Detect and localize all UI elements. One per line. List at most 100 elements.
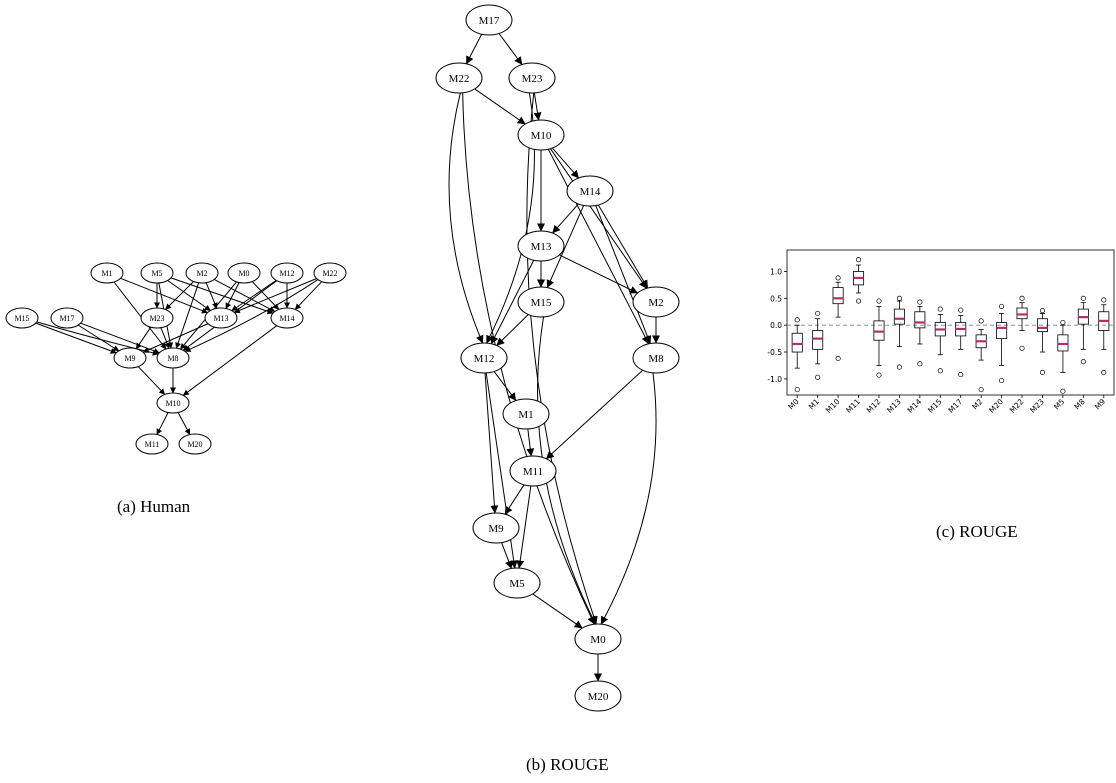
outlier-M12 — [876, 372, 882, 378]
rouge-edge-M5-M0 — [532, 593, 583, 629]
plot-frame — [786, 249, 1115, 396]
outlier-M23 — [1039, 369, 1046, 375]
rouge-edge-M8-M11 — [545, 369, 644, 460]
outlier-M12 — [876, 298, 882, 304]
rouge-edge-M13-M2 — [559, 254, 639, 294]
human-node-M22: M22 — [313, 262, 347, 284]
rouge-edge-M14-M2 — [597, 204, 649, 289]
rouge-node-label: M8 — [648, 353, 664, 365]
x-tick-label-M20: M20 — [987, 397, 1005, 415]
outlier-M1 — [815, 374, 821, 380]
rouge-edge-M10-M8 — [547, 148, 650, 345]
rouge-node-label: M11 — [523, 466, 543, 478]
outlier-M22 — [1019, 295, 1025, 301]
rouge-node-M14: M14 — [566, 175, 614, 207]
rouge-node-label: M9 — [488, 523, 504, 535]
rouge-edge-M23-M10 — [533, 92, 542, 121]
outlier-M23 — [1039, 308, 1046, 314]
human-node-label: M14 — [279, 314, 294, 323]
rouge-node-M23: M23 — [508, 62, 556, 94]
human-edge-M22-M8 — [184, 279, 319, 352]
outlier-M2 — [978, 387, 984, 393]
human-node-M11: M11 — [135, 433, 169, 455]
human-graph: M1 M5 M2 M0 M12 M22 M15 M17 M23 M13 M14 M9 M8 M10 M11 M… — [5, 262, 347, 455]
human-node-label: M15 — [14, 314, 29, 323]
rouge-edge-M8-M0 — [600, 372, 657, 625]
outlier-M11 — [855, 257, 862, 263]
rouge-edge-M17-M23 — [498, 33, 523, 65]
caption-c: (c) ROUGE — [936, 522, 1018, 541]
human-edge-M1-M13 — [120, 277, 208, 314]
human-node-M14: M14 — [270, 307, 304, 329]
x-tick-label-M15: M15 — [926, 397, 944, 415]
rouge-node-M12: M12 — [460, 342, 508, 374]
human-edge-M2-M13 — [205, 282, 218, 309]
human-node-label: M0 — [238, 269, 249, 278]
outlier-M9 — [1101, 297, 1107, 303]
human-node-label: M1 — [101, 269, 112, 278]
outlier-M9 — [1101, 369, 1107, 375]
rouge-node-label: M23 — [522, 73, 543, 85]
x-tick-label-M12: M12 — [865, 397, 883, 415]
human-node-label: M8 — [167, 354, 178, 363]
outlier-M0 — [794, 317, 800, 323]
rouge-node-M17: M17 — [465, 4, 513, 36]
rouge-boxplot: 1.00.50.0-0.5-1.0M0 M1 M10 M11 M12 M13 M14 M15 M… — [767, 249, 1115, 415]
human-node-label: M17 — [59, 314, 74, 323]
human-node-M20: M20 — [178, 433, 212, 455]
human-edge-M17-M8 — [80, 322, 160, 354]
caption-a: (a) Human — [117, 497, 191, 516]
outlier-M0 — [794, 387, 800, 393]
rouge-node-M13: M13 — [517, 230, 565, 262]
human-node-M13: M13 — [204, 307, 238, 329]
box-M2 — [975, 318, 987, 398]
rouge-node-label: M1 — [518, 409, 533, 421]
outlier-M1 — [815, 310, 821, 316]
human-node-M12: M12 — [270, 262, 304, 284]
x-tick-label-M10: M10 — [824, 397, 842, 415]
box-M15 — [934, 306, 946, 398]
human-edge-M0-M14 — [251, 281, 280, 310]
human-node-label: M11 — [145, 440, 160, 449]
rouge-node-M5: M5 — [493, 567, 541, 599]
x-tick-label-M22: M22 — [1008, 397, 1026, 415]
box-M12 — [873, 298, 885, 398]
y-tick-label: 0.5 — [770, 294, 782, 303]
box-M8 — [1077, 295, 1089, 398]
human-node-M5: M5 — [140, 262, 174, 284]
x-tick-label-M13: M13 — [885, 397, 903, 415]
y-tick-label: -0.5 — [767, 348, 782, 357]
human-node-label: M9 — [124, 354, 135, 363]
box-M0 — [791, 317, 803, 398]
human-node-label: M12 — [279, 269, 294, 278]
box-M23 — [1036, 308, 1048, 398]
human-node-M1: M1 — [90, 262, 124, 284]
human-edge-M9-M10 — [137, 366, 166, 395]
human-node-label: M23 — [149, 314, 164, 323]
human-node-M23: M23 — [140, 307, 174, 329]
human-edge-M15-M9 — [35, 322, 117, 354]
x-tick-label-M11: M11 — [844, 397, 862, 415]
y-tick-label: 0.0 — [770, 321, 782, 330]
human-edge-M5-M14 — [170, 277, 274, 315]
rouge-node-M20: M20 — [574, 680, 622, 712]
rouge-node-label: M5 — [509, 578, 525, 590]
rouge-edge-M14-M13 — [552, 203, 579, 234]
outlier-M11 — [855, 298, 862, 304]
human-edge-M10-M11 — [156, 412, 169, 435]
human-node-label: M10 — [165, 399, 180, 408]
rouge-edge-M17-M22 — [465, 33, 483, 65]
box-M13 — [893, 295, 905, 398]
human-node-label: M20 — [187, 440, 202, 449]
human-node-label: M13 — [213, 314, 228, 323]
rouge-edge-M12-M1 — [493, 371, 517, 401]
x-tick-label-M2: M2 — [970, 397, 984, 411]
rouge-node-label: M14 — [580, 186, 601, 198]
human-edge-M1-M8 — [113, 281, 167, 350]
human-edge-M12-M13 — [231, 279, 277, 312]
human-node-label: M22 — [322, 269, 337, 278]
human-node-M15: M15 — [5, 307, 39, 329]
rouge-edge-M10-M14 — [552, 147, 579, 179]
rouge-node-M9: M9 — [472, 512, 520, 544]
human-edge-M0-M13 — [225, 282, 240, 309]
